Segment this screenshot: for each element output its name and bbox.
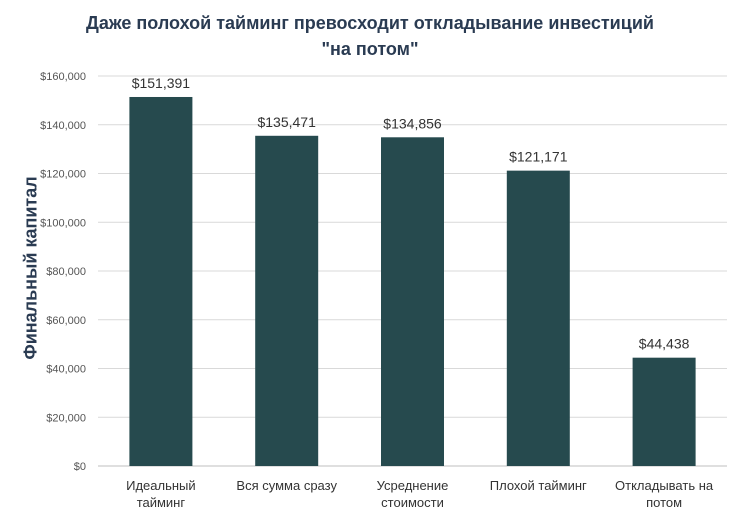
y-tick-label: $120,000	[40, 169, 86, 181]
y-tick-label: $0	[74, 461, 86, 473]
y-tick-label: $20,000	[46, 412, 86, 424]
bar	[632, 357, 696, 466]
data-label: $134,856	[383, 115, 442, 131]
chart-title-line-2: "на потом"	[321, 39, 419, 59]
y-tick-label: $80,000	[46, 266, 86, 278]
chart-title-line-1: Даже полохой тайминг превосходит отклады…	[86, 13, 654, 33]
data-label: $135,471	[257, 114, 316, 130]
data-label: $121,171	[509, 149, 568, 165]
chart-title: Даже полохой тайминг превосходит отклады…	[0, 10, 740, 62]
x-tick-label: Вся сумма сразу	[236, 478, 337, 493]
y-tick-label: $160,000	[40, 71, 86, 83]
x-tick-label: Откладывать на потом	[615, 478, 714, 510]
data-label: $151,391	[132, 75, 191, 91]
x-tick-label: Идеальный тайминг	[126, 478, 196, 510]
bar	[381, 137, 444, 466]
data-label: $44,438	[639, 336, 690, 352]
bar	[506, 170, 570, 466]
y-tick-label: $140,000	[40, 120, 86, 132]
x-tick-label: Усреднение стоимости	[377, 478, 449, 510]
y-tick-label: $40,000	[46, 364, 86, 376]
bar	[129, 96, 193, 466]
y-tick-label: $60,000	[46, 315, 86, 327]
y-tick-label: $100,000	[40, 217, 86, 229]
x-tick-label: Плохой тайминг	[490, 478, 587, 493]
bar	[255, 135, 319, 467]
